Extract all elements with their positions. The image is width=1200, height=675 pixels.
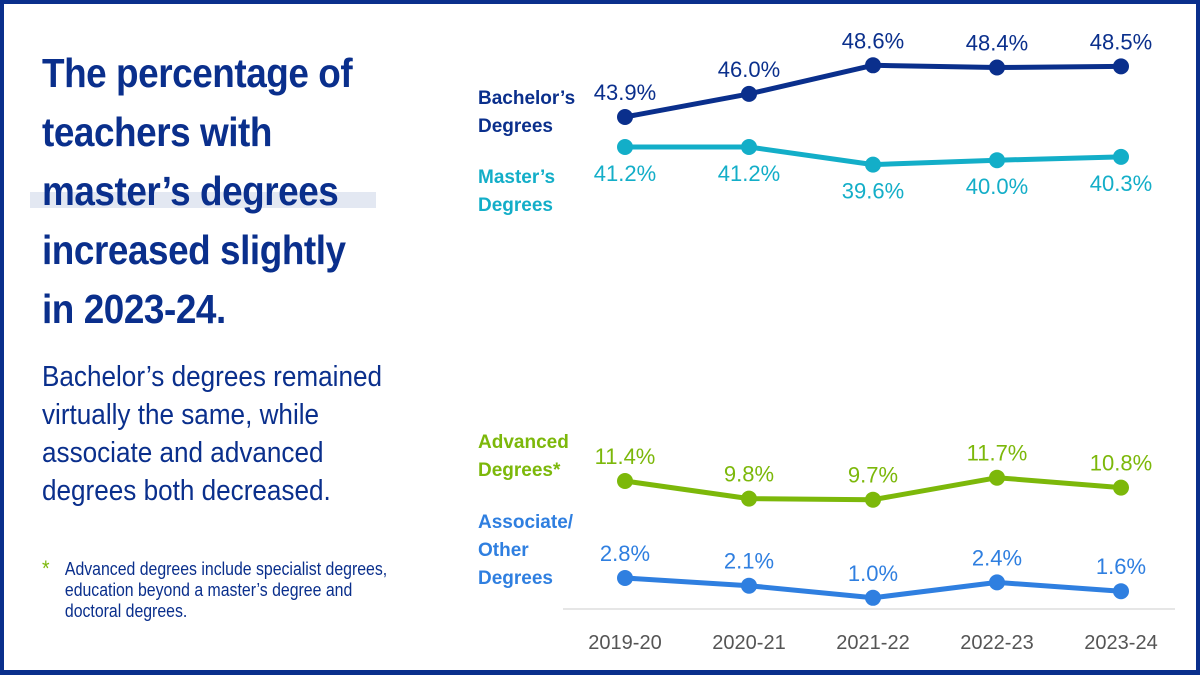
x-tick-label: 2022-23 <box>960 632 1033 654</box>
data-label: 10.8% <box>1090 451 1152 476</box>
series-label: Advanced <box>478 432 569 453</box>
x-tick-label: 2021-22 <box>836 632 909 654</box>
data-point <box>989 574 1005 591</box>
data-label: 9.8% <box>724 462 774 487</box>
data-label: 1.0% <box>848 561 898 586</box>
data-point <box>1113 583 1129 600</box>
series-label: Degrees <box>478 195 553 216</box>
data-label: 48.4% <box>966 31 1028 56</box>
series-label: Degrees <box>478 116 553 137</box>
data-label: 40.3% <box>1090 171 1152 196</box>
data-point <box>741 85 757 102</box>
asterisk-icon: * <box>42 556 50 581</box>
data-label: 2.4% <box>972 545 1022 570</box>
data-label: 40.0% <box>966 174 1028 199</box>
data-point <box>617 109 633 125</box>
subtext: Bachelor’s degrees remained virtually th… <box>42 361 382 507</box>
data-label: 11.4% <box>595 444 656 469</box>
series-label: Master’s <box>478 167 555 188</box>
data-point <box>617 473 633 489</box>
data-point <box>989 152 1005 169</box>
headline-highlight <box>30 192 376 208</box>
data-label: 41.2% <box>718 161 780 186</box>
data-label: 2.8% <box>600 541 650 566</box>
data-label: 48.5% <box>1090 29 1152 54</box>
data-point <box>989 469 1005 486</box>
x-tick-label: 2023-24 <box>1084 632 1157 654</box>
data-point <box>865 57 881 74</box>
data-label: 9.7% <box>848 463 898 488</box>
data-point <box>865 589 881 606</box>
series-label: Other <box>478 540 529 561</box>
series-label: Associate/ <box>478 512 574 533</box>
footnote: * Advanced degrees include specialist de… <box>42 556 394 622</box>
data-label: 1.6% <box>1096 554 1146 579</box>
data-point <box>617 570 633 586</box>
x-tick-label: 2020-21 <box>712 632 785 654</box>
series-label: Bachelor’s <box>478 88 575 109</box>
data-point <box>741 577 757 594</box>
data-label: 39.6% <box>842 179 904 204</box>
data-point <box>741 490 757 507</box>
data-label: 41.2% <box>594 161 656 186</box>
series-label: Degrees* <box>478 460 561 481</box>
data-label: 48.6% <box>842 28 904 53</box>
data-point <box>989 59 1005 76</box>
data-point <box>865 491 881 508</box>
data-label: 11.7% <box>967 441 1028 466</box>
series-label: Degrees <box>478 568 553 589</box>
data-point <box>1113 58 1129 75</box>
data-point <box>617 139 633 155</box>
x-tick-label: 2019-20 <box>588 632 661 654</box>
data-label: 46.0% <box>718 57 780 82</box>
data-point <box>1113 148 1129 165</box>
data-point <box>741 139 757 155</box>
headline: The percentage of teachers with master’s… <box>42 50 353 332</box>
footnote-text: Advanced degrees include specialist degr… <box>64 559 388 621</box>
data-label: 2.1% <box>724 549 774 574</box>
data-point <box>1113 479 1129 496</box>
data-label: 43.9% <box>594 80 656 105</box>
data-point <box>865 156 881 173</box>
